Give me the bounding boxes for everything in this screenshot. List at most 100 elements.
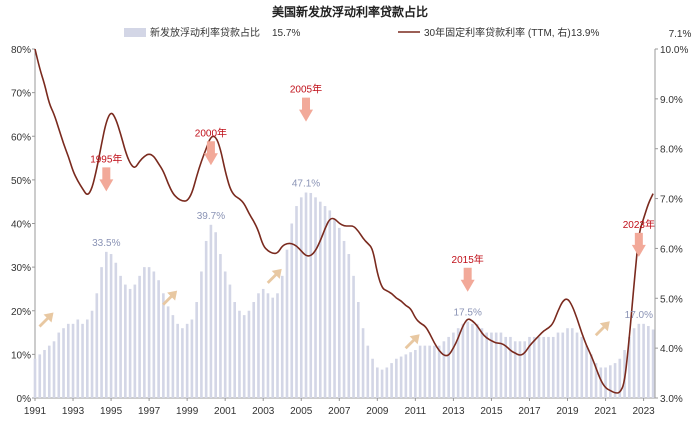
down-arrow-icon [631,232,646,257]
bar [114,262,118,398]
bar [647,326,650,398]
bar [390,363,393,398]
y-left-tick-label: 30% [11,263,31,274]
bar [261,288,265,398]
bar [347,254,351,398]
y-left-tick-label: 20% [11,307,31,318]
bar [242,315,246,398]
bar [109,254,113,398]
down-arrow-icon [203,141,218,166]
bar [423,345,427,398]
year-annotation: 2000年 [195,126,227,139]
up-arrow-icon [162,290,178,306]
bar [143,267,146,398]
y-left-tick-label: 70% [11,89,31,100]
bar [318,201,322,398]
bar [204,240,208,398]
bar [594,363,598,398]
bar [542,336,546,398]
bar [337,227,341,398]
bar [490,332,493,398]
x-tick-label: 1991 [24,406,47,417]
bar [228,284,232,398]
x-tick-label: 2007 [328,406,351,417]
y-right-tick-label: 5.0% [660,294,683,305]
x-tick-label: 2011 [405,406,427,417]
legend-line-label: 30年固定利率贷款利率 (TTM, 右) [424,26,571,39]
up-arrow-icon [404,334,420,350]
bar [333,219,336,398]
bar [433,345,436,398]
bar [119,275,122,398]
bar [62,328,65,398]
y-right-tick-label: 8.0% [660,145,683,156]
y-left-tick-label: 50% [11,176,31,187]
y-left-tick-label: 0% [17,394,32,405]
y-right-tick-label: 4.0% [660,344,683,355]
bar [523,341,527,398]
x-tick-label: 2023 [632,406,655,417]
bar [147,267,151,398]
bar [133,284,137,398]
bar [380,369,384,398]
bar-value-label: 47.1% [292,179,320,190]
bar [608,365,612,398]
bar [471,323,474,398]
bar [475,323,479,398]
bar [409,352,412,398]
y-left-tick-label: 80% [11,45,31,56]
bar [371,358,374,398]
bar [642,323,645,398]
x-tick-label: 2009 [366,406,389,417]
up-arrow-icon [594,321,610,337]
bar [442,341,446,398]
x-tick-label: 2005 [290,406,313,417]
y-right-tick-label: 3.0% [660,394,683,405]
bar [580,336,584,398]
y-right-tick-label: 10.0% [660,45,688,56]
bar-value-label: 33.5% [92,238,120,249]
bar [195,302,198,398]
bar [437,345,441,398]
up-arrow-icon [266,268,282,284]
y-left-tick-label: 40% [11,220,31,231]
bar [366,345,370,398]
bar [537,336,541,398]
bar [376,367,379,398]
bar [385,367,389,398]
bar [357,302,360,398]
x-tick-label: 1999 [176,406,199,417]
y-right-tick-label: 9.0% [660,95,683,106]
bar [618,358,622,398]
bar [38,354,42,398]
bar [466,321,469,398]
bar [399,356,403,398]
up-arrow-icon [38,312,54,328]
bar [238,310,241,398]
chart-title: 美国新发放浮动利率贷款占比 [272,4,428,19]
bar [513,341,517,398]
bar [166,306,170,398]
legend-bar-value: 15.7% [272,28,300,39]
legend-bar-label: 新发放浮动利率贷款占比 [150,26,260,39]
legend-bar-swatch [124,28,146,37]
x-tick-label: 2001 [214,406,237,417]
bar [171,315,175,398]
bar [47,345,51,398]
bar [575,332,579,398]
right-axis-top-label: 7.1% [669,29,692,40]
bar [157,280,160,398]
x-tick-label: 2019 [556,406,579,417]
x-tick-label: 1995 [100,406,123,417]
bar [556,332,560,398]
bar [309,192,313,398]
bar [637,323,641,398]
axes: 0% 10% 20% 30% 40% 50% 60% 70% 80% 3.0% 4.0% 5.0% 6.… [11,45,688,417]
bar [328,210,332,398]
bar [181,328,184,398]
bar [404,354,408,398]
bar [585,345,588,398]
rate-line [34,48,654,394]
